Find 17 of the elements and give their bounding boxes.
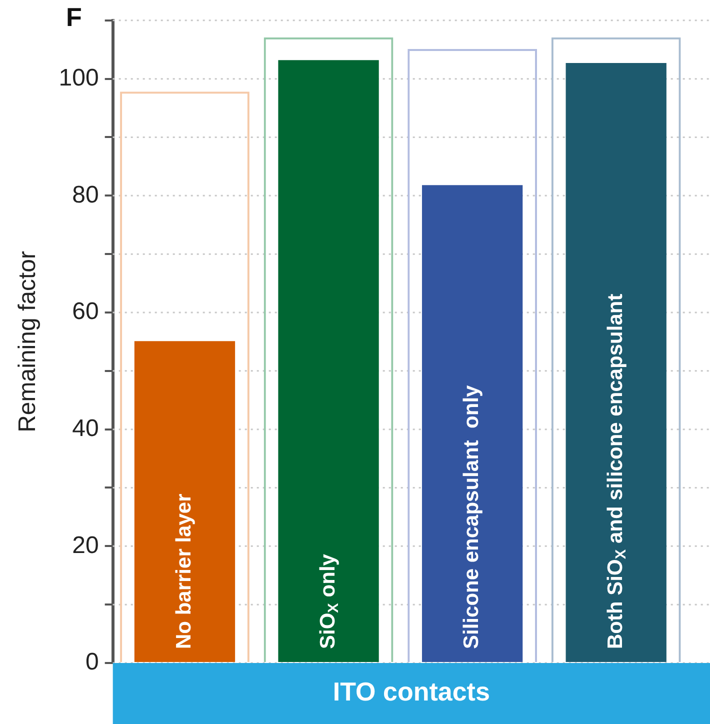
bar xyxy=(566,63,666,662)
y-tick-label: 60 xyxy=(72,298,99,326)
x-tick-label: Silicone encapsulant only xyxy=(460,384,484,649)
y-tick-label: 20 xyxy=(72,532,99,559)
x-tick-label: No barrier layer xyxy=(172,494,196,649)
y-tick-label: 100 xyxy=(58,64,99,92)
text: F xyxy=(66,2,82,32)
y-axis-title: Remaining factor xyxy=(14,250,42,432)
bar xyxy=(278,60,379,662)
x-axis-title: ITO contacts xyxy=(332,676,490,707)
y-tick-label: 80 xyxy=(72,181,99,208)
bar xyxy=(422,185,523,662)
x-tick-label: SiOX only xyxy=(316,554,342,649)
y-tick-label: 0 xyxy=(85,648,99,676)
bar xyxy=(134,341,236,662)
x-tick-label: Both SiOX and silicone encapsulant xyxy=(604,294,630,649)
y-tick-label: 40 xyxy=(72,414,99,442)
